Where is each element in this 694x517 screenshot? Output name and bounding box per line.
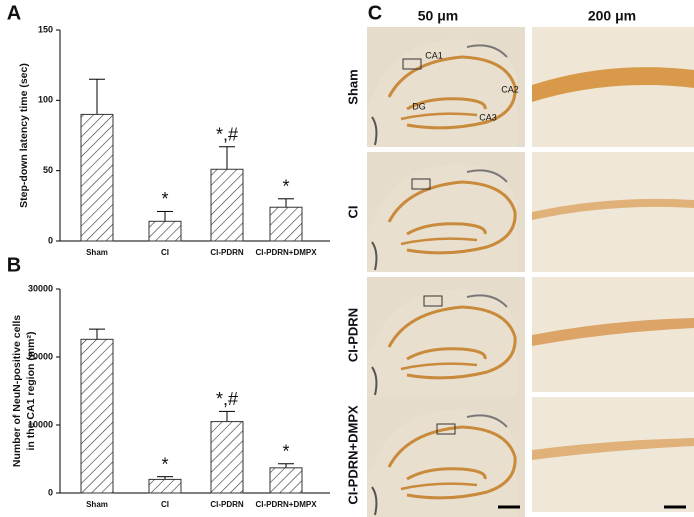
x-tick-label: CI-PDRN <box>210 500 244 509</box>
annotation: * <box>161 189 168 209</box>
y-tick-label: 50 <box>43 165 53 175</box>
annotation: *,# <box>216 389 238 409</box>
panel-label: B <box>7 254 21 276</box>
bar <box>80 338 114 494</box>
y-tick-label: 10000 <box>28 419 53 429</box>
row-label: CI <box>345 206 360 219</box>
column-header: 200 μm <box>588 8 636 24</box>
micrograph-grid <box>365 25 694 517</box>
bar <box>210 168 244 242</box>
region-label: CA2 <box>501 84 519 94</box>
y-tick-label: 100 <box>38 95 53 105</box>
x-tick-label: CI-PDRN+DMPX <box>255 248 317 257</box>
roi-box <box>411 178 431 190</box>
cell-layer <box>532 318 694 346</box>
region-label: CA1 <box>425 50 443 60</box>
bar <box>269 206 303 242</box>
bar <box>148 220 182 242</box>
bar <box>148 478 182 494</box>
region-label: DG <box>412 101 426 111</box>
annotation: * <box>282 177 289 197</box>
cell-layer <box>532 198 694 220</box>
micrograph <box>365 150 527 274</box>
y-tick-label: 20000 <box>28 351 53 361</box>
column-header: 50 μm <box>418 8 458 24</box>
y-tick-label: 150 <box>38 24 53 34</box>
panel-label: A <box>7 2 21 24</box>
x-tick-label: CI <box>161 500 169 509</box>
cell-layer <box>532 67 694 102</box>
annotation: * <box>282 442 289 462</box>
bar <box>210 421 244 494</box>
x-tick-label: Sham <box>86 248 108 257</box>
roi-box <box>423 295 443 307</box>
y-axis-label: Number of NeuN-positive cells <box>11 315 23 467</box>
y-axis-label: Step-down latency time (sec) <box>18 63 30 208</box>
row-label: CI-PDRN <box>345 308 360 362</box>
bar <box>80 113 114 242</box>
region-label: CA3 <box>479 112 497 122</box>
roi-box <box>402 58 422 70</box>
cell-layer <box>532 438 694 460</box>
y-tick-label: 0 <box>48 487 53 497</box>
y-tick-label: 30000 <box>28 283 53 293</box>
panel-label: C <box>368 2 382 24</box>
x-tick-label: Sham <box>86 500 108 509</box>
micrograph <box>365 395 527 517</box>
bar <box>269 467 303 494</box>
roi-box <box>436 423 456 435</box>
y-tick-label: 0 <box>48 235 53 245</box>
x-tick-label: CI-PDRN+DMPX <box>255 500 317 509</box>
row-label: CI-PDRN+DMPX <box>345 405 360 505</box>
annotation: * <box>161 454 168 474</box>
x-tick-label: CI-PDRN <box>210 248 244 257</box>
y-axis-label: in the CA1 region (mm²) <box>25 331 37 450</box>
annotation: *,# <box>216 125 238 145</box>
micrograph <box>365 275 527 399</box>
x-tick-label: CI <box>161 248 169 257</box>
row-label: Sham <box>345 69 360 104</box>
